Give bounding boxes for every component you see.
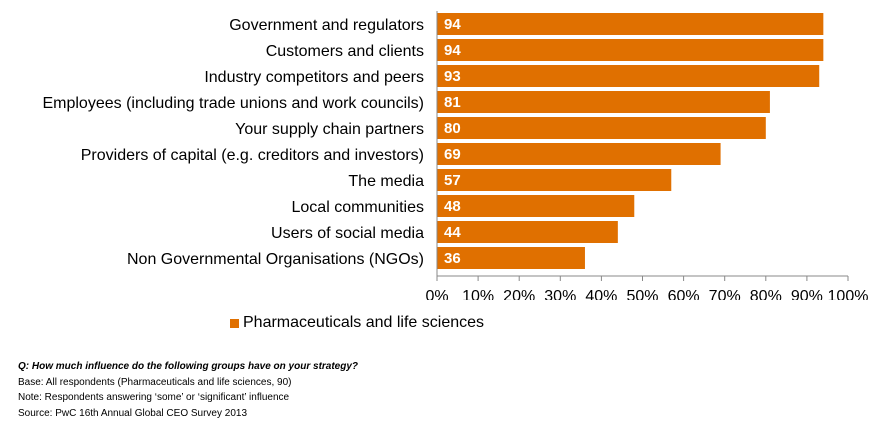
x-axis: 0% 10% 20% 30% 40% 50% 60% 70% 80% 90% 100% <box>425 11 868 300</box>
x-tick-label: 70% <box>709 288 741 300</box>
x-tick-label: 50% <box>626 288 658 300</box>
bar <box>437 195 635 217</box>
legend-swatch <box>230 318 239 328</box>
data-label: 48 <box>444 198 461 215</box>
category-label: Industry competitors and peers <box>204 69 424 86</box>
category-label: Government and regulators <box>229 17 424 34</box>
x-tick-label: 10% <box>462 288 494 300</box>
category-label: Providers of capital (e.g. creditors and… <box>81 147 424 164</box>
base-note: Base: All respondents (Pharmaceuticals a… <box>18 376 292 388</box>
category-label: Customers and clients <box>266 43 424 60</box>
data-label: 93 <box>444 68 461 85</box>
data-label: 69 <box>444 146 461 163</box>
category-label: Users of social media <box>271 225 424 242</box>
bar <box>437 221 618 243</box>
category-label: Non Governmental Organisations (NGOs) <box>127 251 424 268</box>
x-tick-label: 100% <box>828 288 869 300</box>
x-tick-label: 40% <box>585 288 617 300</box>
bar <box>437 39 824 61</box>
legend-label: Pharmaceuticals and life sciences <box>243 314 485 331</box>
x-tick-label: 30% <box>544 288 576 300</box>
data-label: 57 <box>444 172 461 189</box>
bar <box>437 91 770 113</box>
x-tick-label: 0% <box>425 288 448 300</box>
bar <box>437 247 585 269</box>
bar <box>437 13 824 35</box>
bar <box>437 65 820 87</box>
bar <box>437 117 766 139</box>
data-label: 94 <box>444 42 461 59</box>
category-label: Employees (including trade unions and wo… <box>42 95 424 112</box>
respondents-note: Note: Respondents answering ‘some’ or ‘s… <box>18 392 290 404</box>
bar-chart: 94 Government and regulators 94 Customers a… <box>42 11 868 300</box>
category-label: The media <box>348 173 424 190</box>
legend: Pharmaceuticals and life sciences <box>230 314 484 332</box>
source-note: Source: PwC 16th Annual Global CEO Surve… <box>18 407 248 419</box>
bars-layer: 94 Government and regulators 94 Customers a… <box>42 13 824 269</box>
data-label: 81 <box>444 94 461 111</box>
data-label: 44 <box>444 224 461 241</box>
category-label: Local communities <box>292 199 425 216</box>
data-label: 94 <box>444 16 461 33</box>
category-label: Your supply chain partners <box>235 121 424 138</box>
data-label: 36 <box>444 250 461 267</box>
x-tick-label: 90% <box>791 288 823 300</box>
x-tick-label: 20% <box>503 288 535 300</box>
chart-notes: Q: How much influence do the following g… <box>18 359 358 421</box>
bar <box>437 169 672 191</box>
data-label: 80 <box>444 120 461 137</box>
survey-question: Q: How much influence do the following g… <box>18 361 359 372</box>
bar <box>437 143 721 165</box>
x-tick-label: 60% <box>668 288 700 300</box>
x-tick-label: 80% <box>750 288 782 300</box>
